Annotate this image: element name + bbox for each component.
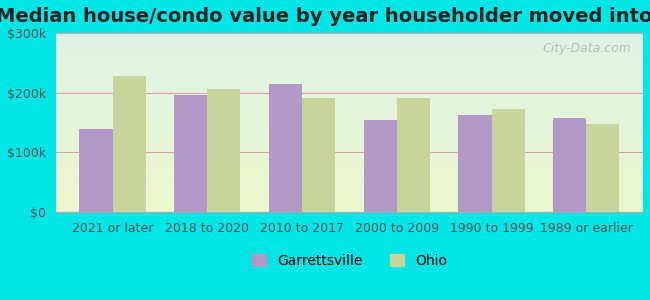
Bar: [269, 84, 302, 212]
Bar: [207, 88, 240, 212]
Bar: [458, 115, 491, 212]
Bar: [553, 118, 586, 212]
Bar: [174, 94, 207, 212]
Bar: [363, 120, 396, 212]
Bar: [586, 124, 619, 212]
Bar: [302, 98, 335, 212]
Bar: [491, 110, 525, 212]
Bar: [79, 129, 112, 212]
Bar: [396, 98, 430, 212]
Text: City-Data.com: City-Data.com: [543, 42, 631, 55]
Title: Median house/condo value by year householder moved into unit: Median house/condo value by year househo…: [0, 7, 650, 26]
Bar: [112, 76, 146, 212]
Legend: Garrettsville, Ohio: Garrettsville, Ohio: [246, 248, 452, 273]
